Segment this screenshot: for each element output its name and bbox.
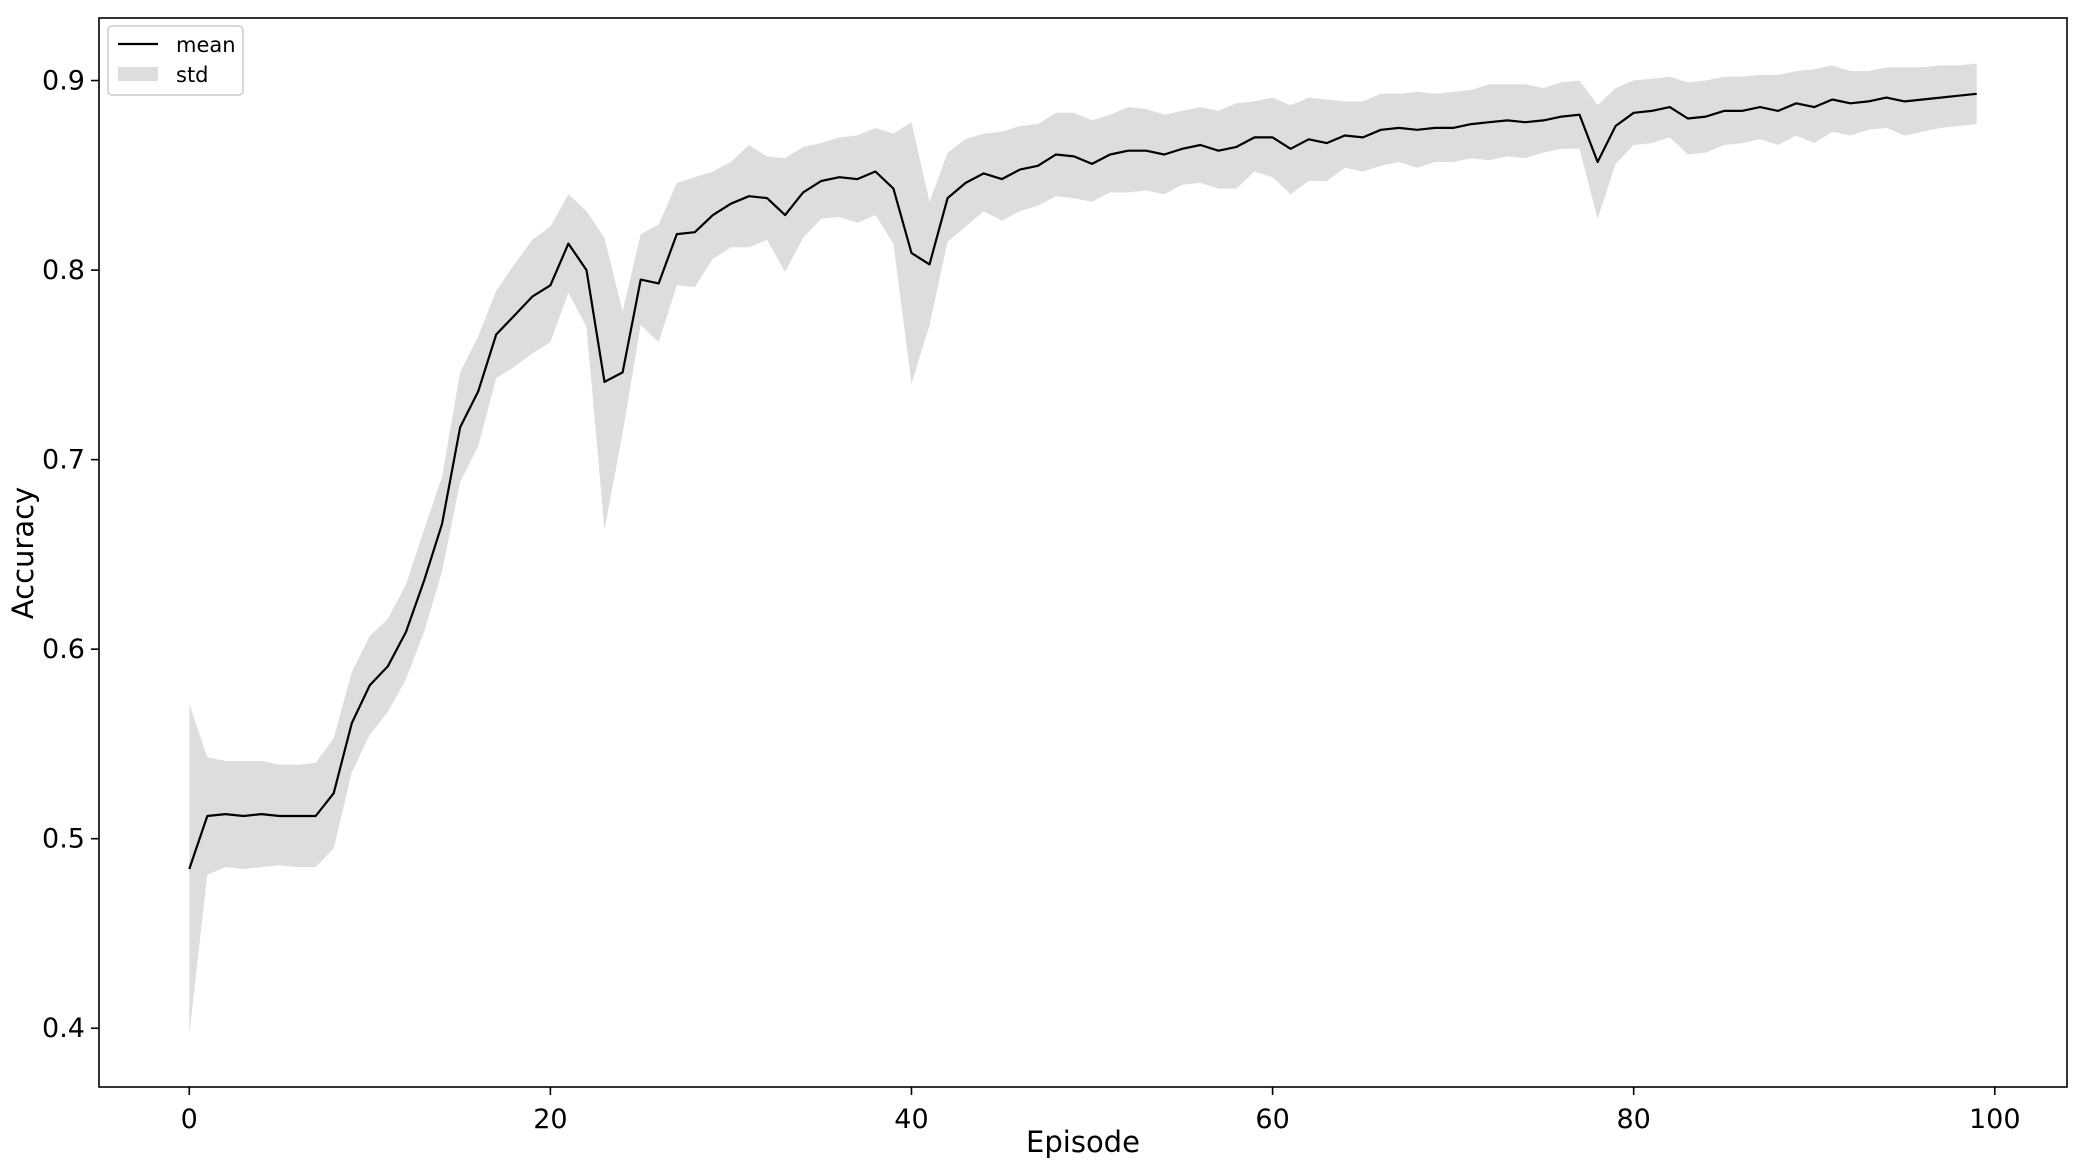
x-tick-label: 20 [533, 1104, 567, 1135]
mean-line [188, 92, 1977, 870]
x-tick-label: 0 [181, 1104, 198, 1135]
x-axis-title: Episode [1026, 1125, 1140, 1159]
plot-area [188, 63, 1977, 1034]
x-tick-label: 80 [1616, 1104, 1650, 1135]
y-axis-title: Accuracy [6, 487, 40, 619]
y-tick-label: 0.4 [42, 1013, 85, 1044]
x-tick-label: 60 [1255, 1104, 1289, 1135]
y-tick-label: 0.7 [42, 445, 85, 476]
x-tick-label: 40 [894, 1104, 928, 1135]
y-tick-label: 0.9 [42, 66, 85, 97]
legend-mean-label: mean [176, 33, 236, 57]
y-tick-label: 0.5 [42, 824, 85, 855]
legend-std-swatch [118, 67, 158, 81]
y-axis: 0.4 0.5 0.6 0.7 0.8 0.9 [42, 66, 99, 1044]
x-tick-label: 100 [1969, 1104, 2021, 1135]
legend: mean std [107, 25, 244, 96]
x-axis: 0 20 40 60 80 100 [181, 1087, 2021, 1135]
legend-std-label: std [176, 63, 209, 87]
axes-frame [98, 17, 2068, 1088]
y-tick-label: 0.6 [42, 634, 85, 665]
y-tick-label: 0.8 [42, 255, 85, 286]
